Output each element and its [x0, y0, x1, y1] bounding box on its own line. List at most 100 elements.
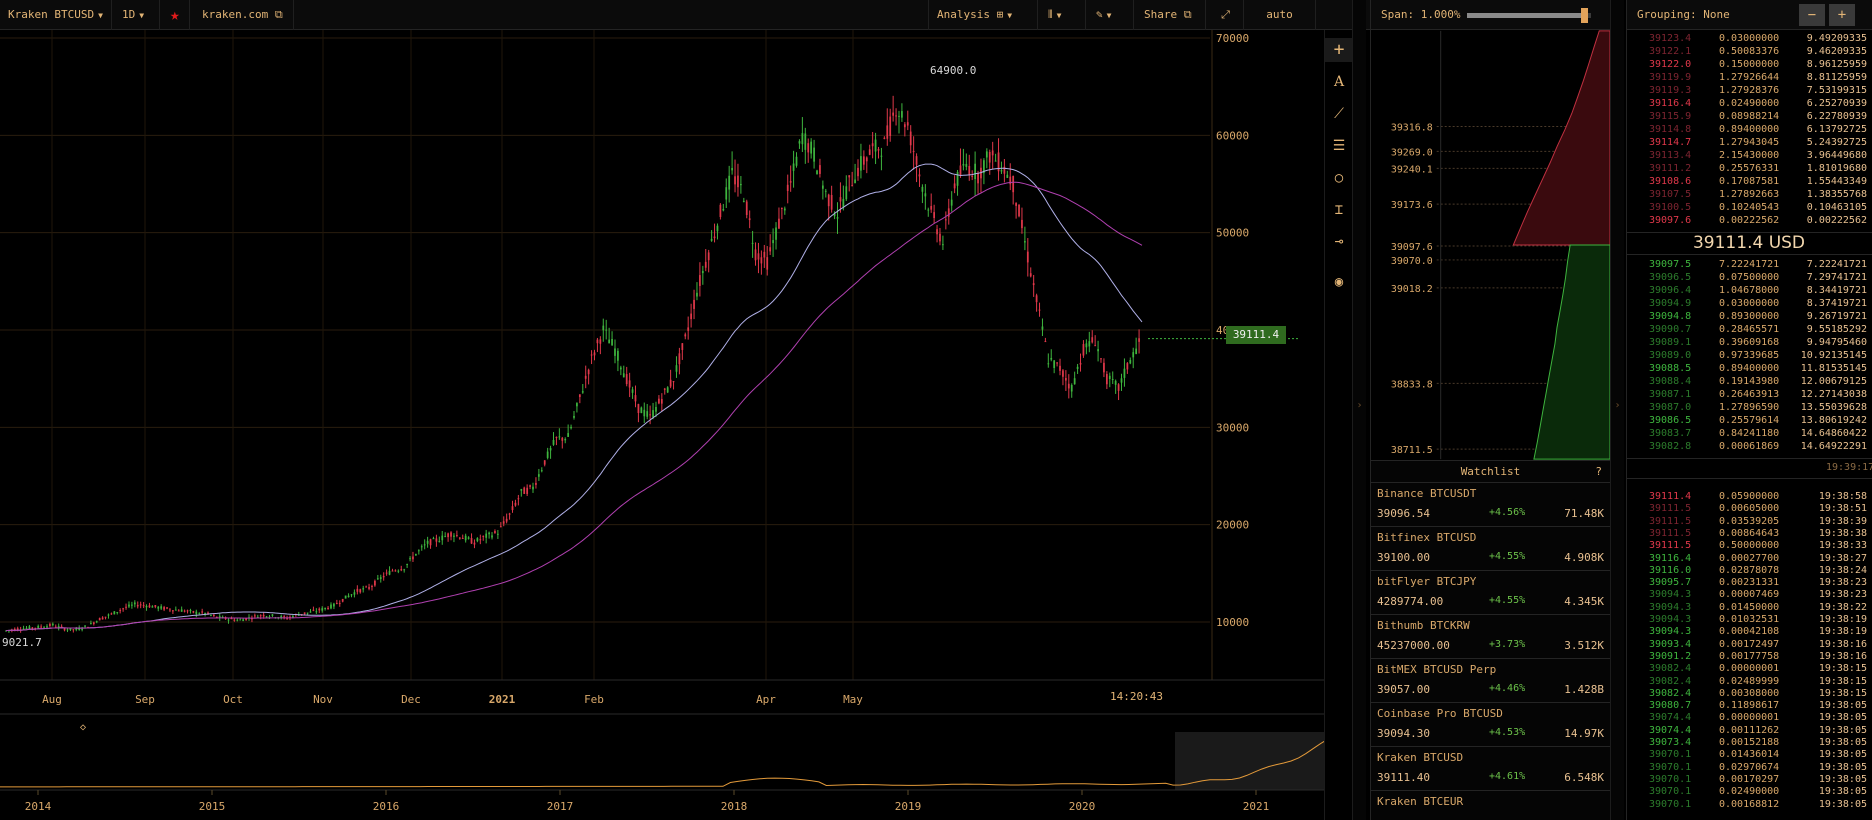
collapse-handle[interactable]: ›: [1610, 0, 1624, 820]
ask-row[interactable]: 39107.5 1.27892663 1.38355768: [1627, 188, 1872, 201]
bid-row[interactable]: 39088.4 0.19143980 12.00679125: [1627, 375, 1872, 388]
bid-row[interactable]: 39096.5 0.07500000 7.29741721: [1627, 271, 1872, 284]
interval-selector[interactable]: 1D ▼: [114, 0, 160, 30]
ask-row[interactable]: 39122.0 0.15000000 8.96125959: [1627, 58, 1872, 71]
bid-row[interactable]: 39087.0 1.27896590 13.55039628: [1627, 401, 1872, 414]
watchlist-item[interactable]: BitMEX BTCUSD Perp 39057.00 +4.46% 1.428B: [1371, 659, 1610, 703]
ask-row[interactable]: 39115.9 0.08988214 6.22780939: [1627, 110, 1872, 123]
ask-row[interactable]: 39122.1 0.50083376 9.46209335: [1627, 45, 1872, 58]
candle-body: [324, 607, 327, 609]
trade-row[interactable]: 39095.7 0.00231331 19:38:23: [1627, 576, 1872, 589]
scale-mode-button[interactable]: auto: [1244, 0, 1316, 30]
ask-row[interactable]: 39100.5 0.10240543 0.10463105: [1627, 201, 1872, 214]
group-increase-button[interactable]: +: [1829, 4, 1855, 26]
text-icon[interactable]: A: [1333, 74, 1345, 90]
trade-row[interactable]: 39111.4 0.05900000 19:38:58: [1627, 490, 1872, 503]
orderbook-amount: 0.00170297: [1719, 773, 1780, 785]
ask-row[interactable]: 39108.6 0.17087581 1.55443349: [1627, 175, 1872, 188]
analysis-button[interactable]: Analysis ⊞ ▼: [928, 0, 1038, 30]
trade-row[interactable]: 39094.3 0.00007469 19:38:23: [1627, 588, 1872, 601]
trade-row[interactable]: 39116.0 0.02878078 19:38:24: [1627, 564, 1872, 577]
ask-row[interactable]: 39123.4 0.03000000 9.49209335: [1627, 32, 1872, 45]
ask-row[interactable]: 39113.4 2.15430000 3.96449680: [1627, 149, 1872, 162]
node-icon[interactable]: ⊸: [1334, 234, 1344, 250]
bid-row[interactable]: 39094.9 0.03000000 8.37419721: [1627, 297, 1872, 310]
span-slider-handle[interactable]: [1580, 8, 1588, 23]
trade-row[interactable]: 39094.3 0.01032531 19:38:19: [1627, 613, 1872, 626]
bid-row[interactable]: 39089.0 0.97339685 10.92135145: [1627, 349, 1872, 362]
expand-icon[interactable]: ⤢: [1208, 0, 1244, 30]
bid-row[interactable]: 39097.5 7.22241721 7.22241721: [1627, 258, 1872, 271]
eye-icon[interactable]: ◉: [1334, 274, 1344, 290]
bid-row[interactable]: 39082.8 0.00061869 14.64922291: [1627, 440, 1872, 453]
ask-row[interactable]: 39116.4 0.02490000 6.25270939: [1627, 97, 1872, 110]
price-chart[interactable]: 70000600005000040000300002000010000 AugS…: [0, 30, 1330, 820]
bid-row[interactable]: 39094.8 0.89300000 9.26719721: [1627, 310, 1872, 323]
plus-icon[interactable]: +: [1325, 38, 1353, 62]
bid-row[interactable]: 39088.5 0.89400000 11.81535145: [1627, 362, 1872, 375]
ask-row[interactable]: 39114.8 0.89400000 6.13792725: [1627, 123, 1872, 136]
bid-row[interactable]: 39083.7 0.84241180 14.64860422: [1627, 427, 1872, 440]
trade-row[interactable]: 39074.4 0.00000001 19:38:05: [1627, 711, 1872, 724]
group-decrease-button[interactable]: −: [1799, 4, 1825, 26]
bid-row[interactable]: 39089.1 0.39609168 9.94795460: [1627, 336, 1872, 349]
ask-row[interactable]: 39119.3 1.27928376 7.53199315: [1627, 84, 1872, 97]
trade-row[interactable]: 39091.2 0.00177758 19:38:16: [1627, 650, 1872, 663]
bid-row[interactable]: 39086.5 0.25579614 13.80619242: [1627, 414, 1872, 427]
candle-body: [523, 487, 526, 494]
ask-row[interactable]: 39114.7 1.27943045 5.24392725: [1627, 136, 1872, 149]
grouping-selector[interactable]: Grouping: None: [1637, 8, 1730, 21]
trade-row[interactable]: 39074.4 0.00111262 19:38:05: [1627, 724, 1872, 737]
watchlist-item[interactable]: Bitfinex BTCUSD 39100.00 +4.55% 4.908K: [1371, 527, 1610, 571]
trade-row[interactable]: 39080.7 0.11898617 19:38:05: [1627, 699, 1872, 712]
site-link[interactable]: kraken.com ⧉: [194, 0, 294, 30]
trade-row[interactable]: 39070.1 0.01436014 19:38:05: [1627, 748, 1872, 761]
symbol-selector[interactable]: Kraken BTCUSD ▼: [0, 0, 112, 30]
trade-row[interactable]: 39116.4 0.00027700 19:38:27: [1627, 552, 1872, 565]
orderbook-value: 9.94795460: [1806, 337, 1867, 348]
trade-row[interactable]: 39082.4 0.02489999 19:38:15: [1627, 675, 1872, 688]
trade-row[interactable]: 39094.3 0.01450000 19:38:22: [1627, 601, 1872, 614]
trade-row[interactable]: 39070.1 0.02970674 19:38:05: [1627, 761, 1872, 774]
measure-icon[interactable]: ⌶: [1334, 202, 1344, 218]
watchlist-item[interactable]: Binance BTCUSDT 39096.54 +4.56% 71.48K: [1371, 483, 1610, 527]
bid-row[interactable]: 39087.1 0.26463913 12.27143038: [1627, 388, 1872, 401]
trade-row[interactable]: 39082.4 0.00308000 19:38:15: [1627, 687, 1872, 700]
trade-row[interactable]: 39093.4 0.00172497 19:38:16: [1627, 638, 1872, 651]
trade-row[interactable]: 39070.1 0.00168812 19:38:05: [1627, 798, 1872, 811]
trade-row[interactable]: 39070.1 0.00170297 19:38:05: [1627, 773, 1872, 786]
watchlist-item[interactable]: Kraken BTCUSD 39111.40 +4.61% 6.548K: [1371, 747, 1610, 791]
watchlist-item[interactable]: Kraken BTCEUR: [1371, 791, 1610, 820]
trade-row[interactable]: 39094.3 0.00042108 19:38:19: [1627, 625, 1872, 638]
lines-icon[interactable]: ☰: [1332, 138, 1346, 154]
candles-button[interactable]: ⫴ ▼: [1040, 0, 1086, 30]
trade-row[interactable]: 39111.5 0.00864643 19:38:38: [1627, 527, 1872, 540]
depth-price-label: 39070.0: [1391, 256, 1433, 267]
bid-row[interactable]: 39090.7 0.28465571 9.55185292: [1627, 323, 1872, 336]
trade-row[interactable]: 39111.5 0.03539205 19:38:39: [1627, 515, 1872, 528]
trade-row[interactable]: 39073.4 0.00152188 19:38:05: [1627, 736, 1872, 749]
watchlist-item[interactable]: Coinbase Pro BTCUSD 39094.30 +4.53% 14.97K: [1371, 703, 1610, 747]
star-icon[interactable]: ★: [162, 0, 190, 30]
line-icon[interactable]: ⟋: [1334, 106, 1344, 122]
ask-row[interactable]: 39097.6 0.00222562 0.00222562: [1627, 214, 1872, 227]
orderbook-amount: 0.89300000: [1719, 311, 1780, 322]
ask-row[interactable]: 39111.2 0.25576331 1.81019680: [1627, 162, 1872, 175]
candle-body: [371, 586, 373, 588]
share-button[interactable]: Share ⧉: [1136, 0, 1206, 30]
collapse-handle[interactable]: ›: [1352, 0, 1366, 820]
circle-icon[interactable]: ○: [1334, 170, 1344, 186]
help-icon[interactable]: ?: [1595, 465, 1602, 478]
span-slider[interactable]: [1467, 8, 1591, 23]
bid-row[interactable]: 39096.4 1.04678000 8.34419721: [1627, 284, 1872, 297]
trade-row[interactable]: 39070.1 0.02490000 19:38:05: [1627, 785, 1872, 798]
draw-button[interactable]: ✎ ▼: [1088, 0, 1134, 30]
trade-row[interactable]: 39082.4 0.00000001 19:38:15: [1627, 662, 1872, 675]
watchlist-item[interactable]: bitFlyer BTCJPY 4289774.00 +4.55% 4.345K: [1371, 571, 1610, 615]
orderbook-value: 13.55039628: [1800, 402, 1867, 413]
trade-row[interactable]: 39111.5 0.00605000 19:38:51: [1627, 502, 1872, 515]
watchlist-item[interactable]: Bithumb BTCKRW 45237000.00 +3.73% 3.512K: [1371, 615, 1610, 659]
candle-body: [830, 195, 833, 210]
ask-row[interactable]: 39119.9 1.27926644 8.81125959: [1627, 71, 1872, 84]
trade-row[interactable]: 39111.5 0.50000000 19:38:33: [1627, 539, 1872, 552]
